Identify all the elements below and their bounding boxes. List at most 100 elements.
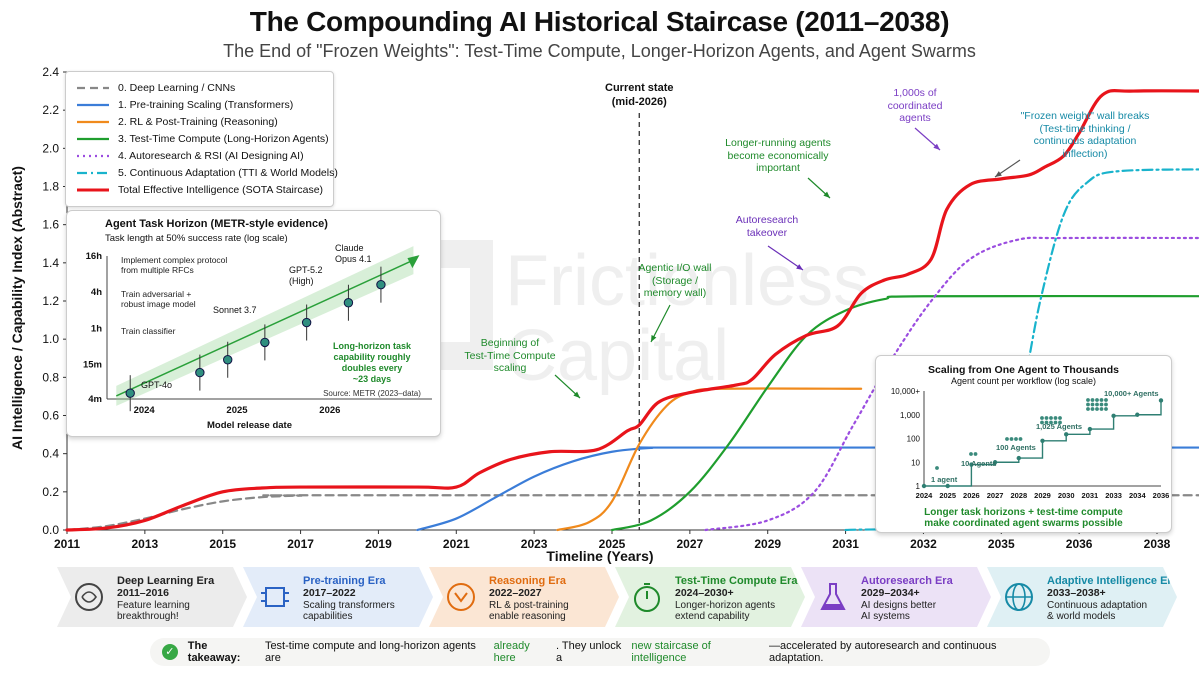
legend-label: 1. Pre-training Scaling (Transformers) (118, 99, 294, 111)
brain-icon (71, 579, 107, 615)
agent-icon (1014, 437, 1018, 441)
agent-icon (1040, 420, 1044, 425)
arrow-autoresearch-head (796, 264, 803, 270)
inset-y-tick: 4m (88, 394, 102, 405)
era-name: Autoresearch Era (861, 575, 953, 587)
x-tick-label: 2017 (287, 537, 314, 551)
swarm-x-tick: 2030 (1058, 491, 1075, 500)
swarm-step-label: 1,025 Agents (1036, 422, 1082, 431)
agent-icon (1053, 420, 1058, 425)
takeaway-banner: ✓ The takeaway: Test-time compute and lo… (150, 638, 1050, 666)
page-subtitle: The End of "Frozen Weights": Test-Time C… (223, 41, 976, 61)
inset-data-point (223, 355, 233, 365)
era-card: Reasoning Era 2022–2027 RL & post-training… (429, 567, 619, 627)
y-tick-label: 1.4 (42, 256, 59, 270)
y-tick-label: 1.0 (42, 332, 59, 346)
reasoning-icon (443, 579, 479, 615)
agent-icon (1099, 398, 1104, 402)
x-tick-label: 2013 (132, 537, 159, 551)
inset-agent-swarm: Scaling from One Agent to Thousands Agen… (875, 355, 1172, 533)
era-years: 2029–2034+ (861, 587, 920, 599)
inset-note: capability roughly (333, 352, 410, 362)
legend-item: 0. Deep Learning / CNNs (76, 80, 235, 96)
swarm-x-tick: 2024 (916, 491, 934, 500)
swarm-point (945, 483, 950, 489)
annotation-test-time: Beginning of Test-Time Compute scaling (464, 337, 556, 374)
takeaway-text-2: . They unlock a (555, 640, 622, 664)
swarm-x-tick: 2027 (987, 491, 1004, 500)
swarm-x-tick: 2033 (1105, 491, 1122, 500)
x-tick-label: 2038 (1144, 537, 1171, 551)
inset-model-label: Opus 4.1 (335, 254, 372, 264)
inset-swarm-title: Scaling from One Agent to Thousands (928, 364, 1119, 376)
agent-icon (1044, 416, 1049, 420)
inset-model-label: (High) (289, 276, 314, 286)
watermark-text: Frictionless (505, 241, 869, 321)
legend-item: 2. RL & Post-Training (Reasoning) (76, 114, 278, 130)
takeaway-lead: The takeaway: (187, 640, 241, 664)
flask-icon (815, 579, 851, 615)
swarm-point (1135, 412, 1140, 417)
inset-y-tick: 16h (86, 251, 103, 262)
era-years: 2011–2016 (117, 587, 169, 599)
agent-icon (1104, 402, 1108, 407)
agent-icon (935, 466, 939, 470)
arrow-io-wall-head (651, 335, 657, 342)
swarm-x-tick: 2026 (963, 491, 980, 500)
x-tick-label: 2019 (365, 537, 392, 551)
inset-source: Source: METR (2023–data) (323, 389, 421, 398)
inset-swarm-subtitle: Agent count per workflow (log scale) (950, 376, 1097, 386)
y-tick-label: 2.4 (42, 65, 59, 79)
y-tick-label: 0.4 (42, 447, 59, 461)
swarm-x-tick: 2031 (1082, 491, 1099, 500)
inset-task-horizon: Agent Task Horizon (METR-style evidence)… (66, 210, 441, 437)
legend-item: 5. Continuous Adaptation (TTI & World Mo… (76, 165, 338, 181)
swarm-point (1111, 413, 1116, 419)
inset-horizon-title: Agent Task Horizon (METR-style evidence) (105, 218, 328, 230)
swarm-y-tick: 100 (907, 435, 921, 444)
inset-x-tick: 2025 (226, 405, 248, 416)
x-tick-label: 2032 (910, 537, 937, 551)
annotation-longer-running: Longer-running agents become economically… (725, 137, 831, 174)
legend-label: 4. Autoresearch & RSI (AI Designing AI) (118, 150, 304, 162)
legend-swatch (77, 137, 109, 141)
inset-model-label: GPT-5.2 (289, 265, 323, 275)
inset-x-tick: 2024 (134, 405, 156, 416)
agent-icon (1018, 437, 1023, 441)
annotation-frozen-weight: "Frozen weight" wall breaks (Test-time th… (1020, 110, 1150, 160)
era-name: Adaptive Intelligence Era (1047, 575, 1178, 587)
arrow-longer-running-head (823, 191, 830, 198)
era-name: Reasoning Era (489, 575, 567, 587)
inset-horizon-plot: 16h 4h 1h 15m 4m 2024 2025 2026 Implement comple… (83, 243, 432, 416)
legend-label: 0. Deep Learning / CNNs (118, 82, 236, 94)
era-name: Pre-training Era (303, 575, 386, 587)
y-tick-label: 1.8 (42, 180, 59, 194)
inset-data-point (260, 337, 270, 348)
era-years: 2033–2038+ (1047, 587, 1106, 599)
swarm-point (969, 462, 974, 467)
y-tick-label: 0.2 (42, 485, 59, 499)
legend-label: 5. Continuous Adaptation (TTI & World Mo… (118, 167, 338, 179)
agent-icon (1058, 416, 1062, 420)
era-card: Autoresearch Era 2029–2034+ AI designs bet… (801, 567, 991, 627)
swarm-step-label: 10,000+ Agents (1104, 389, 1159, 398)
agent-icon (1005, 437, 1009, 441)
swarm-point (921, 483, 927, 489)
era-card: Adaptive Intelligence Era 2033–2038+ Conti… (987, 567, 1177, 627)
swarm-step-label: 100 Agents (996, 443, 1036, 452)
legend-item: 4. Autoresearch & RSI (AI Designing AI) (76, 148, 304, 164)
swarm-point (1158, 398, 1164, 403)
era-years: 2024–2030+ (675, 587, 734, 599)
stopwatch-icon (629, 579, 665, 615)
era-timeline: Deep Learning Era 2011–2016 Feature learni… (57, 567, 1179, 629)
legend-swatch (77, 154, 109, 158)
inset-note: doubles every (342, 363, 403, 373)
series-line-4 (704, 236, 1199, 532)
swarm-point (1064, 432, 1069, 437)
inset-data-point (301, 317, 312, 328)
x-tick-label: 2029 (754, 537, 781, 551)
inset-task-label: Train adversarial + (121, 289, 191, 299)
agent-icon (1044, 420, 1049, 425)
x-tick-label: 2035 (988, 537, 1015, 551)
inset-y-tick: 15m (83, 360, 102, 371)
